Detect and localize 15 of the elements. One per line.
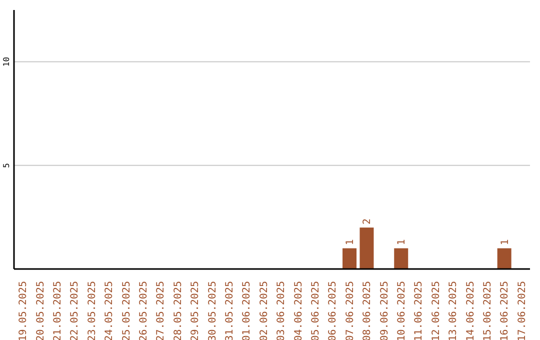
x-tick-label: 19.05.2025 bbox=[18, 281, 30, 340]
data-label: 1 bbox=[345, 239, 356, 246]
x-tick-label: 17.06.2025 bbox=[516, 281, 528, 340]
data-label: 1 bbox=[500, 239, 511, 246]
data-label: 1 bbox=[396, 239, 408, 246]
x-tick-label: 13.06.2025 bbox=[448, 281, 460, 340]
x-tick-label: 16.06.2025 bbox=[500, 281, 511, 340]
y-tick-label: 5 bbox=[2, 162, 11, 168]
data-label: 2 bbox=[362, 218, 374, 225]
y-tick-label: 10 bbox=[2, 56, 11, 67]
x-tick-label: 15.06.2025 bbox=[482, 281, 494, 340]
x-tick-label: 10.06.2025 bbox=[396, 281, 408, 340]
x-tick-label: 12.06.2025 bbox=[430, 281, 442, 340]
x-tick-label: 14.06.2025 bbox=[465, 281, 476, 340]
x-tick-label: 11.06.2025 bbox=[414, 281, 425, 340]
